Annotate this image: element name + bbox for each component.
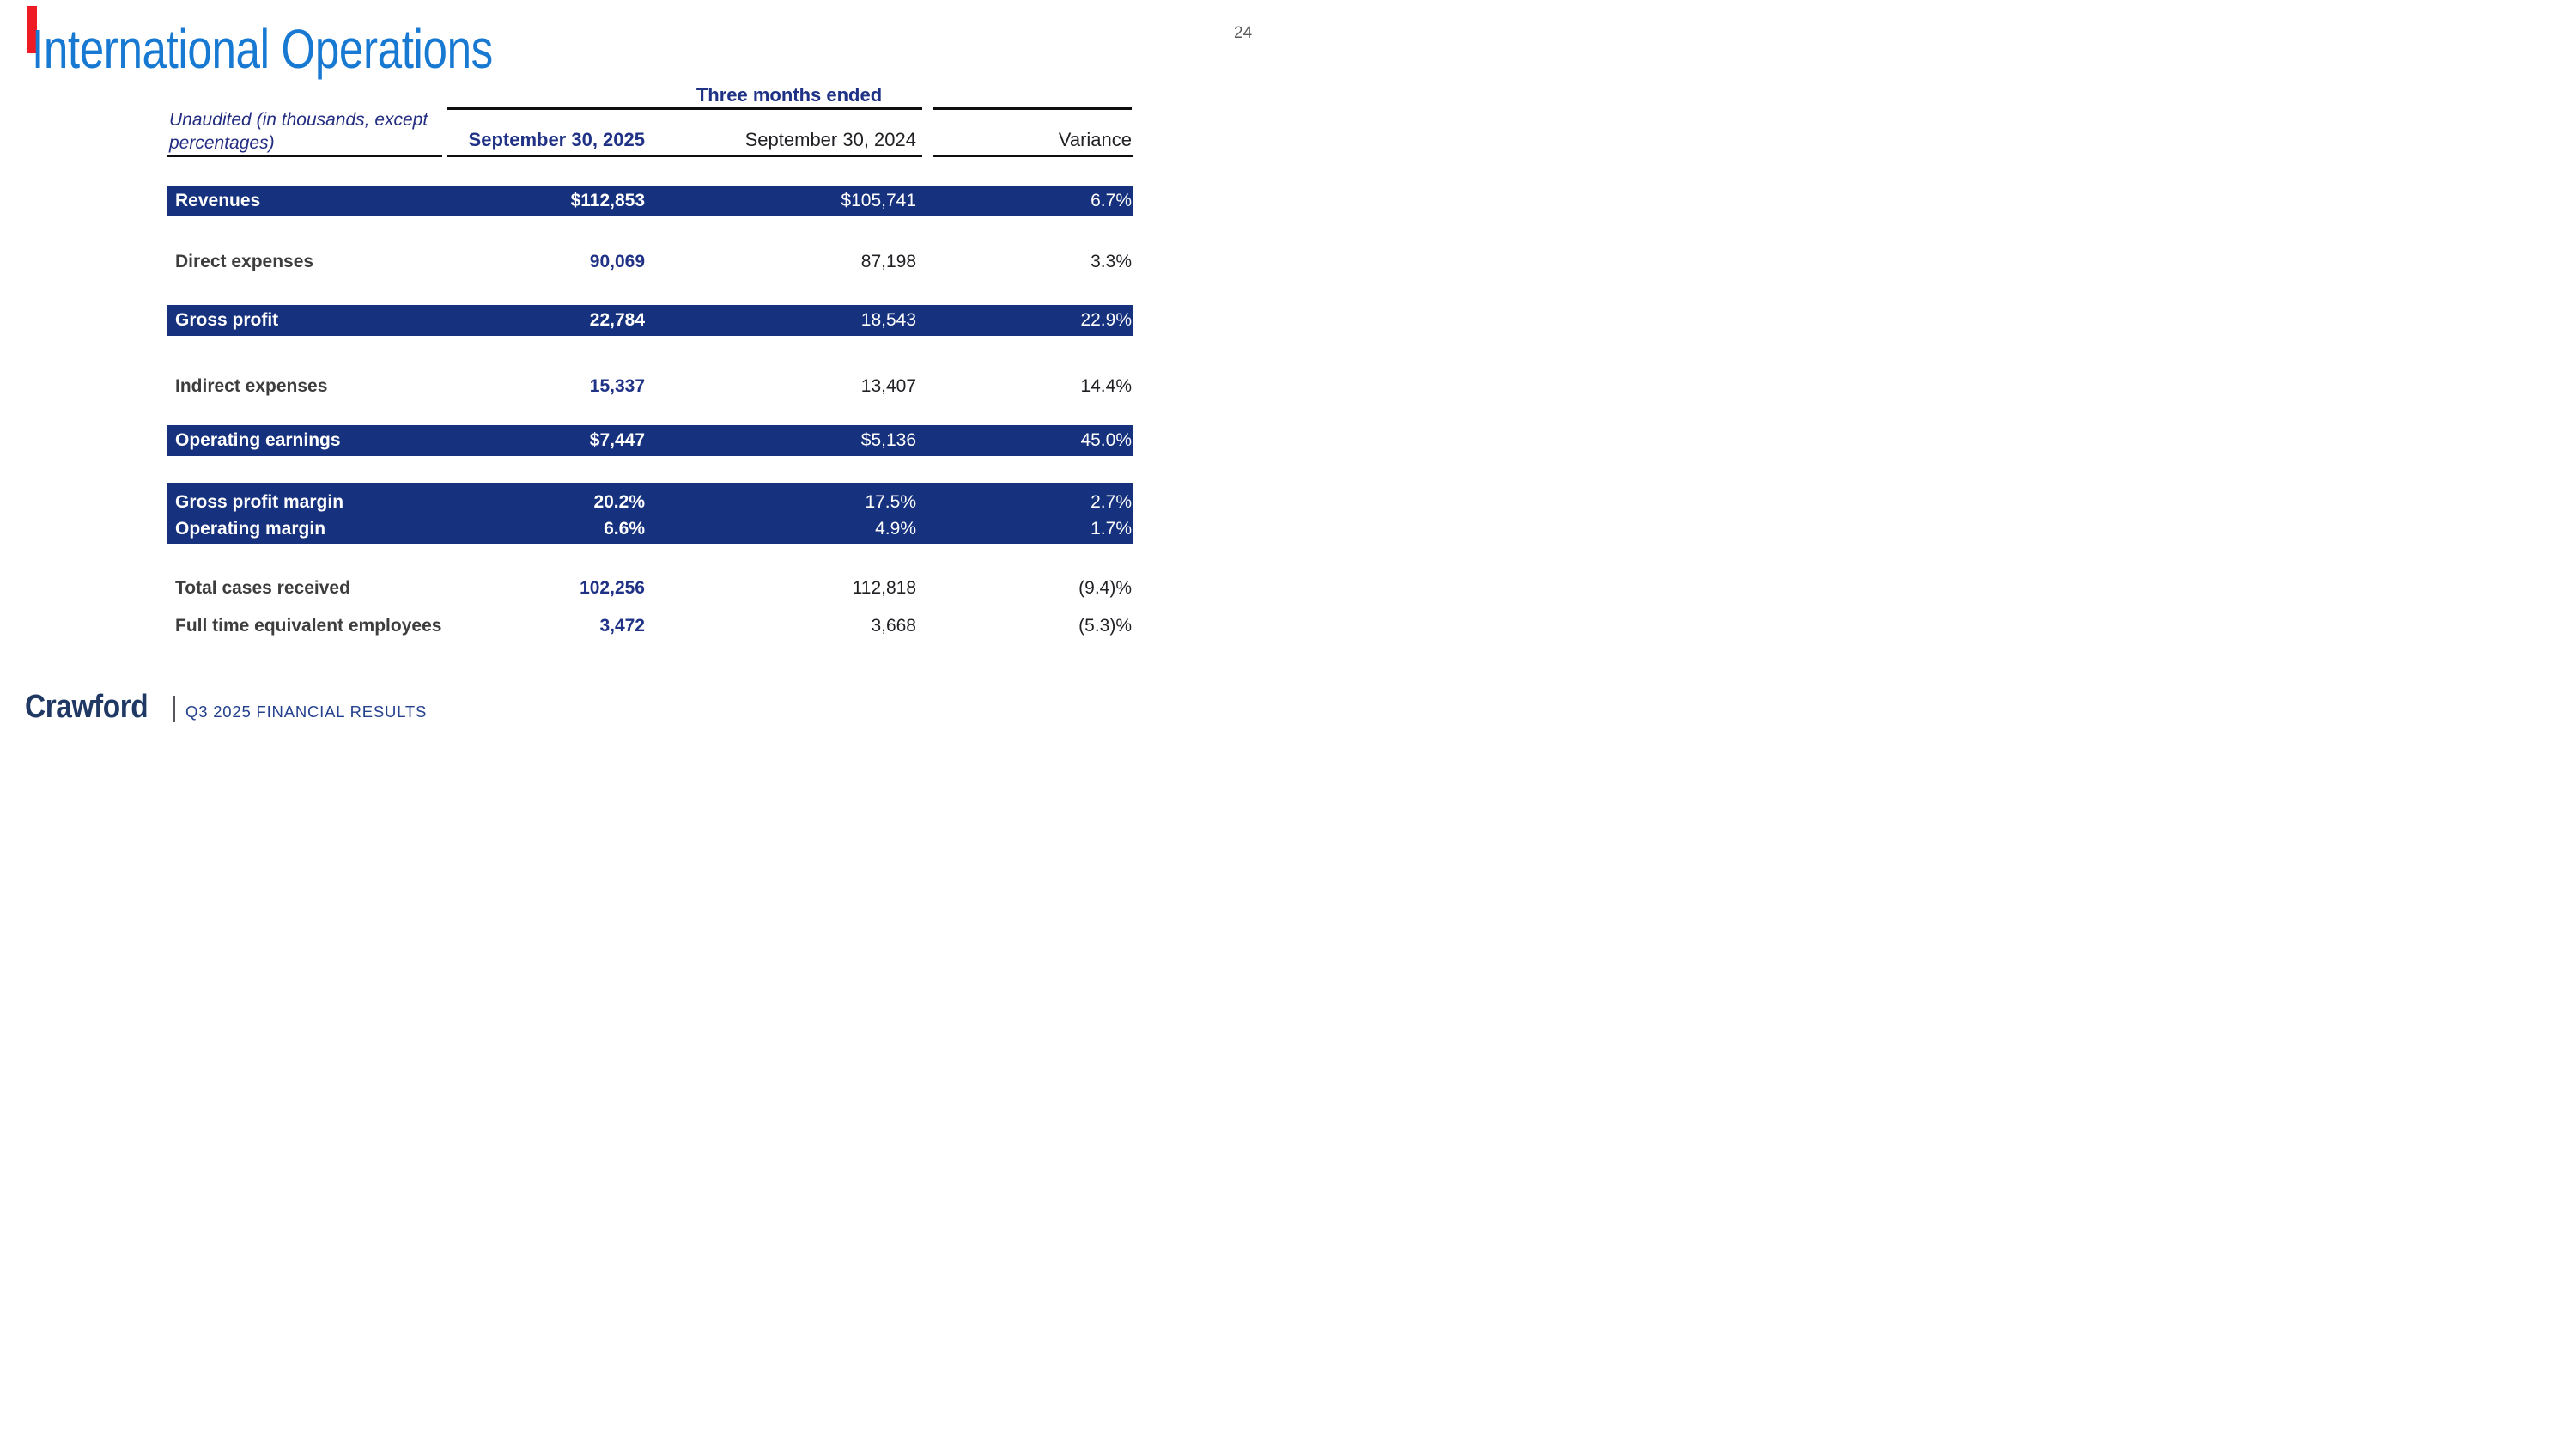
header-rule-segment-2 [447,155,922,157]
value-2025: 90,069 [589,252,645,271]
header-rule-segment-1 [167,155,442,157]
column-header-sep-30-2024: September 30, 2024 [744,129,916,150]
footer-caption: Q3 2025 FINANCIAL RESULTS [185,703,428,721]
value-variance: 22.9% [1080,310,1132,330]
value-2025: 22,784 [589,310,645,330]
value-2024: 112,818 [852,578,916,598]
value-variance: 3.3% [1091,252,1132,271]
table-row-operating-margin: Operating margin 6.6% 4.9% 1.7% [167,516,1133,542]
row-label: Direct expenses [175,252,314,271]
column-header-empty [167,151,434,153]
table-row-full-time-equivalent-employees: Full time equivalent employees 3,472 3,6… [167,611,1133,642]
table-row-operating-earnings: Operating earnings $7,447 $5,136 45.0% [167,425,1133,456]
row-label: Operating earnings [175,430,341,450]
value-variance: 6.7% [1091,191,1132,210]
row-label: Gross profit margin [175,492,344,512]
group-header-underline-right [933,107,1132,110]
table-column-headers: September 30, 2025 September 30, 2024 Va… [167,124,1133,153]
value-2024: 13,407 [860,376,916,396]
table-margins-band: Gross profit margin 20.2% 17.5% 2.7% Ope… [167,483,1133,544]
table-group-header: Three months ended [696,84,883,106]
value-variance: 45.0% [1080,430,1132,450]
row-label: Revenues [175,191,261,210]
slide-title: International Operations [32,18,493,80]
row-label: Full time equivalent employees [175,616,442,636]
value-variance: 14.4% [1080,376,1132,396]
table-row-direct-expenses: Direct expenses 90,069 87,198 3.3% [167,247,1133,277]
value-2024: $5,136 [860,430,916,450]
value-2025: 102,256 [580,578,645,598]
row-label: Gross profit [175,310,279,330]
value-2025: $7,447 [589,430,645,450]
value-variance: 2.7% [1091,492,1132,512]
row-label: Indirect expenses [175,376,328,396]
value-2024: 87,198 [860,252,916,271]
red-accent-bar [27,6,37,53]
column-header-sep-30-2025: September 30, 2025 [468,129,645,150]
header-rule-segment-3 [933,155,1133,157]
table-row-gross-profit: Gross profit 22,784 18,543 22.9% [167,305,1133,336]
value-2025: 6.6% [604,519,645,539]
table-note-line1: Unaudited (in thousands, except [169,110,428,130]
table-row-gross-profit-margin: Gross profit margin 20.2% 17.5% 2.7% [167,490,1133,515]
crawford-logo: Crawford [25,689,149,725]
table-row-indirect-expenses: Indirect expenses 15,337 13,407 14.4% [167,371,1133,402]
page-number: 24 [1234,24,1253,42]
value-variance: 1.7% [1091,519,1132,539]
value-2024: 3,668 [871,616,916,636]
table-row-total-cases-received: Total cases received 102,256 112,818 (9.… [167,573,1133,604]
value-variance: (5.3)% [1078,616,1132,636]
column-header-variance: Variance [1058,129,1132,150]
row-label: Total cases received [175,578,350,598]
value-2024: $105,741 [841,191,916,210]
table-row-revenues: Revenues $112,853 $105,741 6.7% [167,186,1133,216]
value-2025: 20.2% [593,492,645,512]
value-variance: (9.4)% [1078,578,1132,598]
value-2024: 4.9% [875,519,916,539]
value-2024: 17.5% [865,492,916,512]
footer-divider [173,696,175,722]
value-2025: 3,472 [599,616,645,636]
value-2024: 18,543 [860,310,916,330]
slide: 24 International Operations Three months… [0,0,1288,725]
group-header-underline-left [447,107,922,110]
value-2025: $112,853 [570,191,645,210]
table-note-line2: percentages) [169,132,275,153]
table-note: Unaudited (in thousands, except percenta… [169,109,428,155]
value-2025: 15,337 [589,376,645,396]
row-label: Operating margin [175,519,326,539]
